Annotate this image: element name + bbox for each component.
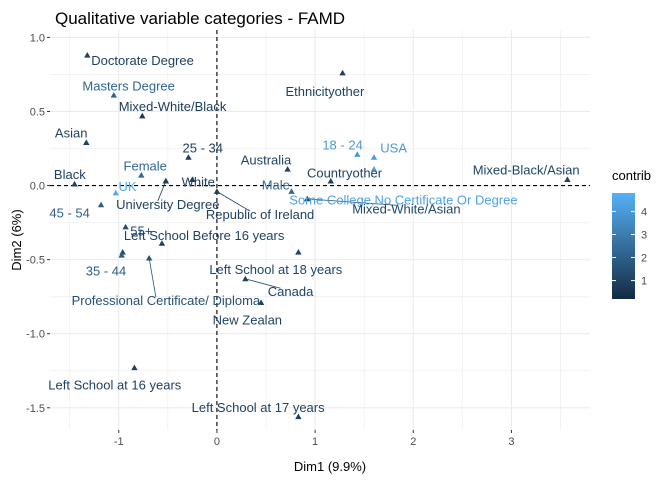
data-label: New Zealan (213, 312, 282, 327)
data-label: Left School at 18 years (209, 262, 342, 277)
data-label: 25 - 34 (183, 141, 223, 156)
data-point (131, 364, 138, 371)
data-point (185, 154, 192, 160)
data-point (118, 251, 125, 258)
data-point (339, 69, 346, 76)
label-connector (307, 198, 397, 206)
data-label: Republic of Ireland (206, 207, 314, 222)
data-point (213, 188, 221, 194)
data-label: USA (380, 141, 407, 156)
legend-tick-label: 3 (641, 229, 647, 241)
data-point (110, 91, 118, 98)
x-tick-label: 3 (508, 436, 514, 448)
y-tick-label: 0.5 (30, 106, 45, 118)
data-label: Asian (55, 126, 88, 141)
data-label: Countryother (307, 166, 383, 181)
data-point (83, 139, 90, 145)
x-tick-label: 0 (214, 436, 220, 448)
data-label: Left School at 16 years (48, 378, 181, 393)
data-labels: Doctorate Degree Masters Degree Mixed-Whit… (48, 53, 579, 415)
label-connector (245, 278, 281, 289)
reference-lines (50, 30, 590, 430)
data-point (145, 254, 153, 261)
data-point (327, 177, 334, 184)
data-point (158, 240, 166, 246)
y-axis-ticks: 1.0 0.5 0.0 -0.5 -1.0 -1.5 (26, 32, 50, 415)
data-label: UK (119, 179, 137, 194)
plot-panel (50, 30, 590, 430)
data-label: University Degree (116, 197, 219, 212)
data-label: Professional Certificate/ Diploma (72, 293, 261, 308)
data-point (71, 180, 78, 187)
x-axis-title: Dim1 (9.9%) (294, 459, 366, 474)
data-point (122, 223, 129, 230)
data-label: Canada (268, 284, 314, 299)
data-point (189, 176, 196, 183)
data-label: Male (262, 178, 290, 193)
data-label: Mixed-White/Black (119, 99, 227, 114)
data-label: 55+ (130, 223, 152, 238)
data-label: Female (124, 158, 167, 173)
legend-tick-label: 4 (641, 206, 647, 218)
data-point (138, 171, 145, 178)
grid-minor (50, 30, 590, 430)
x-axis-ticks: -1 0 1 2 3 (114, 430, 515, 448)
data-point (257, 299, 265, 305)
y-tick-label: -0.5 (26, 255, 45, 267)
label-connectors (148, 180, 397, 298)
data-label: 35 - 44 (86, 263, 126, 278)
data-label: Black (54, 167, 86, 182)
data-point (242, 275, 249, 282)
y-tick-label: -1.0 (26, 329, 45, 341)
data-point (304, 195, 311, 202)
data-label: 18 - 24 (322, 138, 362, 153)
chart-title: Qualitative variable categories - FAMD (55, 9, 345, 28)
y-tick-label: 0.0 (30, 181, 45, 193)
label-connector (157, 180, 167, 201)
data-point (288, 188, 295, 194)
data-label: Masters Degree (82, 78, 174, 93)
data-label: Some College,No Certificate Or Degree (289, 192, 517, 207)
data-point (354, 151, 361, 157)
data-label: Doctorate Degree (91, 53, 194, 68)
y-axis-title: Dim2 (6%) (9, 209, 24, 270)
data-point (97, 201, 105, 208)
data-point (112, 189, 119, 196)
data-point (162, 177, 170, 184)
data-point (284, 166, 291, 172)
legend: contrib 1 2 3 4 (612, 168, 651, 299)
label-connector (216, 191, 251, 212)
data-label: Left School at 17 years (192, 400, 325, 415)
data-label: Ethnicityother (286, 84, 365, 99)
data-label: Mixed-White/Asian (352, 201, 460, 216)
data-point (139, 112, 146, 119)
data-label: Left School Before 16 years (124, 228, 285, 243)
data-point (84, 51, 91, 58)
x-tick-label: -1 (114, 436, 124, 448)
x-tick-label: 2 (410, 436, 416, 448)
data-point (295, 249, 302, 255)
legend-title: contrib (612, 168, 651, 183)
legend-colorbar (612, 193, 635, 299)
label-connector (148, 258, 157, 298)
data-label: 45 - 54 (49, 206, 89, 221)
data-point (370, 166, 378, 172)
y-tick-label: 1.0 (30, 32, 45, 44)
legend-tick-label: 1 (641, 276, 647, 288)
data-point (370, 154, 378, 160)
data-points (71, 51, 571, 420)
legend-ticks: 1 2 3 4 (612, 206, 647, 288)
x-tick-label: 1 (312, 436, 318, 448)
data-point (564, 176, 571, 183)
data-label: White (182, 175, 215, 190)
data-label: Mixed-Black/Asian (473, 163, 580, 178)
legend-tick-label: 2 (641, 253, 647, 265)
data-point (295, 413, 302, 420)
data-label: Australia (241, 152, 292, 167)
y-tick-label: -1.5 (26, 403, 45, 415)
